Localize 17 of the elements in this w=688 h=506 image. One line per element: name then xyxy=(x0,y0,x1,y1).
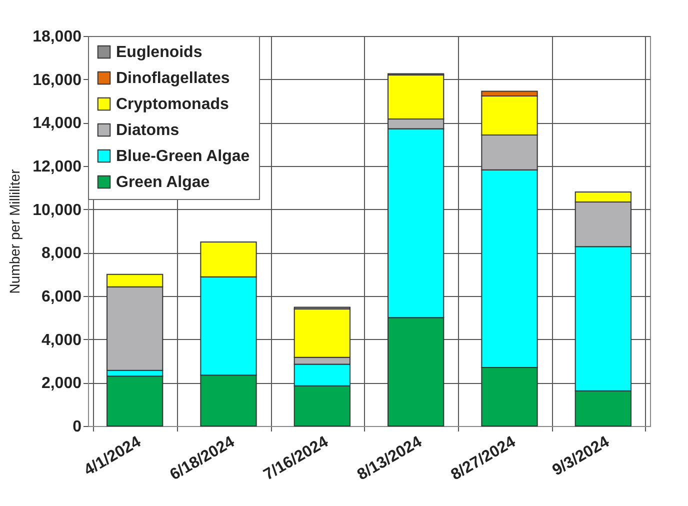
y-tick-label: 6,000 xyxy=(41,288,82,306)
y-tick-label: 18,000 xyxy=(32,28,82,46)
legend-label: Blue-Green Algae xyxy=(116,148,250,165)
y-tick-label: 10,000 xyxy=(32,202,82,219)
y-tick-label: 8,000 xyxy=(41,245,82,262)
legend-label: Diatoms xyxy=(116,122,180,139)
y-tick-label: 14,000 xyxy=(32,115,82,132)
y-tick-label: 2,000 xyxy=(41,375,82,392)
legend-label: Dinoflagellates xyxy=(116,70,230,87)
legend-label: Cryptomonads xyxy=(116,96,229,113)
y-tick-label: 12,000 xyxy=(32,158,82,176)
y-axis-title: Number per Milliliter xyxy=(6,168,23,294)
y-tick-label: 16,000 xyxy=(32,72,82,89)
y-tick-label: 4,000 xyxy=(41,332,82,349)
legend-label: Euglenoids xyxy=(116,44,202,61)
y-tick-label: 0 xyxy=(72,418,82,436)
legend-label: Green Algae xyxy=(116,174,210,191)
